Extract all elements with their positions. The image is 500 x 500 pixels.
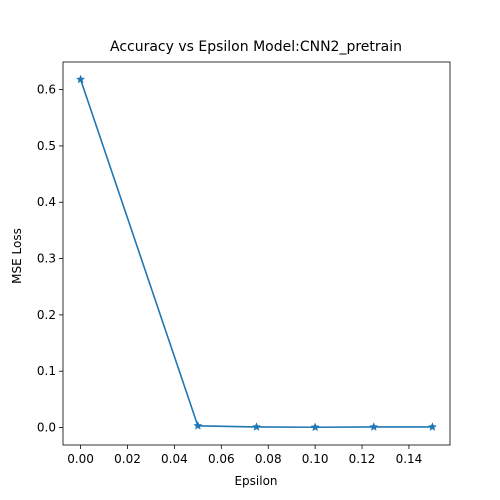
x-tick-label: 0.08 [255, 452, 282, 466]
data-point [369, 422, 379, 431]
data-point [193, 420, 203, 430]
series-line [79, 79, 433, 429]
x-axis: 0.00 0.02 0.04 0.06 0.08 0.10 0.12 0.14 [67, 445, 422, 466]
data-point [251, 422, 262, 431]
y-tick-label: 0.3 [37, 252, 56, 266]
data-point [75, 74, 86, 84]
x-tick-label: 0.02 [114, 452, 141, 466]
y-tick-label: 0.5 [37, 139, 56, 153]
x-tick-label: 0.06 [208, 452, 235, 466]
y-tick-label: 0.0 [37, 421, 56, 435]
x-tick-label: 0.00 [67, 452, 94, 466]
y-tick-label: 0.1 [37, 364, 56, 378]
data-point [427, 422, 438, 431]
y-tick-label: 0.2 [37, 308, 56, 322]
x-tick-label: 0.10 [302, 452, 329, 466]
data-point [310, 422, 320, 432]
y-axis-label: MSE Loss [10, 228, 24, 284]
x-axis-label: Epsilon [234, 474, 277, 488]
series-layer [75, 74, 438, 432]
y-tick-label: 0.4 [37, 195, 56, 209]
x-tick-label: 0.12 [349, 452, 376, 466]
y-tick-label: 0.6 [37, 83, 56, 97]
x-tick-label: 0.14 [396, 452, 423, 466]
x-tick-label: 0.04 [161, 452, 188, 466]
plot-area [62, 61, 451, 446]
chart-title: Accuracy vs Epsilon Model:CNN2_pretrain [110, 39, 402, 55]
y-axis: 0.0 0.1 0.2 0.3 0.4 0.5 0.6 [37, 83, 63, 435]
plot-frame [62, 61, 451, 446]
